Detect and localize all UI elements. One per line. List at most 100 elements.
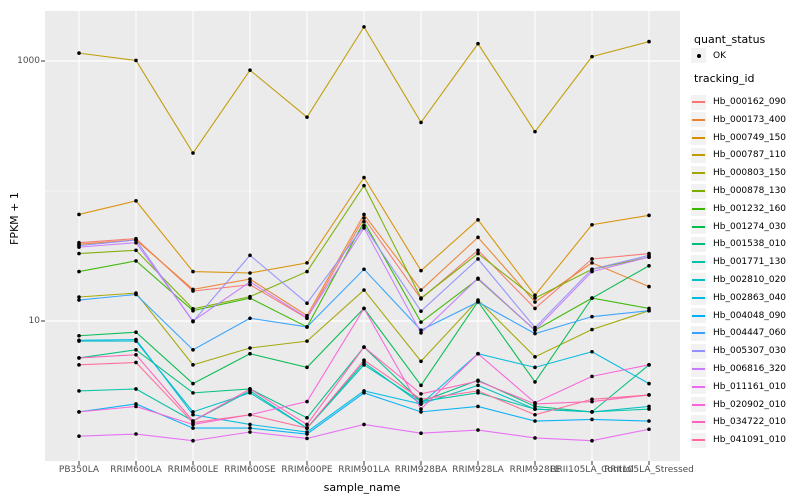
- data-point: [533, 412, 537, 417]
- data-point: [647, 213, 651, 218]
- data-point: [647, 381, 651, 386]
- y-tick-label: 10: [28, 315, 40, 326]
- data-point: [362, 288, 366, 292]
- data-point: [134, 199, 138, 203]
- legend-line-icon: [692, 190, 705, 192]
- data-point: [362, 212, 366, 217]
- data-point: [362, 226, 366, 230]
- data-point: [419, 296, 423, 300]
- data-point: [305, 426, 309, 430]
- x-tick-label: RRIM600LE: [167, 465, 219, 475]
- legend-key-Hb_002810_020: [691, 272, 706, 288]
- legend-label-Hb_006816_320: Hb_006816_320: [713, 364, 787, 374]
- data-point: [590, 327, 594, 332]
- data-point: [305, 301, 309, 306]
- data-point: [77, 333, 81, 338]
- data-point: [647, 284, 651, 289]
- data-point: [590, 410, 594, 414]
- data-point: [419, 320, 423, 324]
- legend-line-icon: [692, 332, 705, 335]
- legend-label-Hb_011161_010: Hb_011161_010: [713, 381, 787, 392]
- data-point: [362, 422, 366, 427]
- legend-line-icon: [692, 296, 705, 299]
- data-point: [362, 358, 366, 362]
- legend-line-icon: [692, 350, 705, 353]
- legend-line-icon: [692, 118, 705, 121]
- data-point: [191, 319, 195, 323]
- legend-line-icon: [692, 136, 705, 139]
- legend-label-Hb_001538_010: Hb_001538_010: [713, 239, 787, 250]
- data-point: [305, 269, 309, 274]
- legend-label-Hb_000803_150: Hb_000803_150: [713, 168, 787, 179]
- data-point: [533, 404, 537, 409]
- legend-label-Hb_020902_010: Hb_020902_010: [713, 399, 787, 410]
- legend-label-Hb_002810_020: Hb_002810_020: [713, 275, 787, 285]
- data-point: [191, 308, 195, 313]
- data-point: [77, 389, 81, 393]
- data-point: [77, 298, 81, 302]
- data-point: [134, 259, 138, 263]
- legend-key-Hb_000878_130: [691, 183, 706, 199]
- data-point: [305, 365, 309, 370]
- data-point: [305, 436, 309, 441]
- data-point: [191, 269, 195, 274]
- data-point: [305, 115, 309, 119]
- data-point: [134, 360, 138, 365]
- legend-line-icon: [692, 421, 705, 424]
- x-tick-label: RRIM928BA: [394, 465, 448, 475]
- data-point: [134, 432, 138, 436]
- data-point: [305, 416, 309, 420]
- data-point: [476, 428, 480, 432]
- x-tick-label: RRIM600SE: [224, 465, 276, 475]
- x-tick-label: PB350LA: [58, 465, 100, 475]
- data-point: [419, 407, 423, 411]
- legend-key-ok: [691, 48, 706, 63]
- data-point: [134, 248, 138, 253]
- legend-line-icon: [692, 368, 705, 370]
- data-point: [134, 404, 138, 409]
- legend-line-icon: [692, 385, 705, 388]
- legend-key-Hb_020902_010: [691, 397, 706, 413]
- legend-key-Hb_011161_010: [691, 379, 706, 395]
- legend-label-Hb_034722_010: Hb_034722_010: [713, 417, 787, 428]
- legend-key-Hb_041091_010: [691, 432, 706, 448]
- legend-key-Hb_000803_150: [691, 165, 706, 181]
- data-point: [248, 426, 252, 430]
- legend-key-Hb_001538_010: [691, 236, 706, 252]
- data-point: [191, 438, 195, 443]
- data-point: [590, 417, 594, 422]
- data-point: [248, 391, 252, 395]
- data-point: [248, 296, 252, 300]
- data-point: [362, 219, 366, 224]
- legend-label-Hb_000878_130: Hb_000878_130: [713, 186, 787, 196]
- x-tick-label: RRIM600LA: [110, 465, 162, 475]
- data-point: [248, 346, 252, 350]
- data-point: [305, 325, 309, 329]
- data-point: [77, 356, 81, 360]
- legend-key-Hb_001232_160: [691, 201, 706, 217]
- x-tick-label: RRIM600PE: [281, 465, 333, 475]
- y-tick-label: 1000: [17, 55, 40, 66]
- y-axis-title: FPKM + 1: [8, 192, 21, 245]
- data-point: [419, 359, 423, 364]
- data-point: [476, 383, 480, 388]
- data-point: [419, 268, 423, 273]
- x-axis-title: sample_name: [323, 481, 401, 494]
- data-point: [191, 426, 195, 430]
- data-point: [476, 235, 480, 240]
- data-point: [533, 300, 537, 304]
- data-point: [134, 352, 138, 357]
- data-point: [476, 276, 480, 281]
- data-point: [476, 351, 480, 356]
- x-tick-label: RRII105LA_Stressed: [604, 465, 694, 475]
- data-point: [647, 393, 651, 397]
- data-point: [647, 263, 651, 268]
- data-point: [191, 151, 195, 155]
- data-point: [248, 351, 252, 356]
- data-point: [590, 269, 594, 274]
- data-point: [590, 54, 594, 59]
- data-point: [191, 410, 195, 414]
- legend-key-Hb_000173_400: [691, 112, 706, 128]
